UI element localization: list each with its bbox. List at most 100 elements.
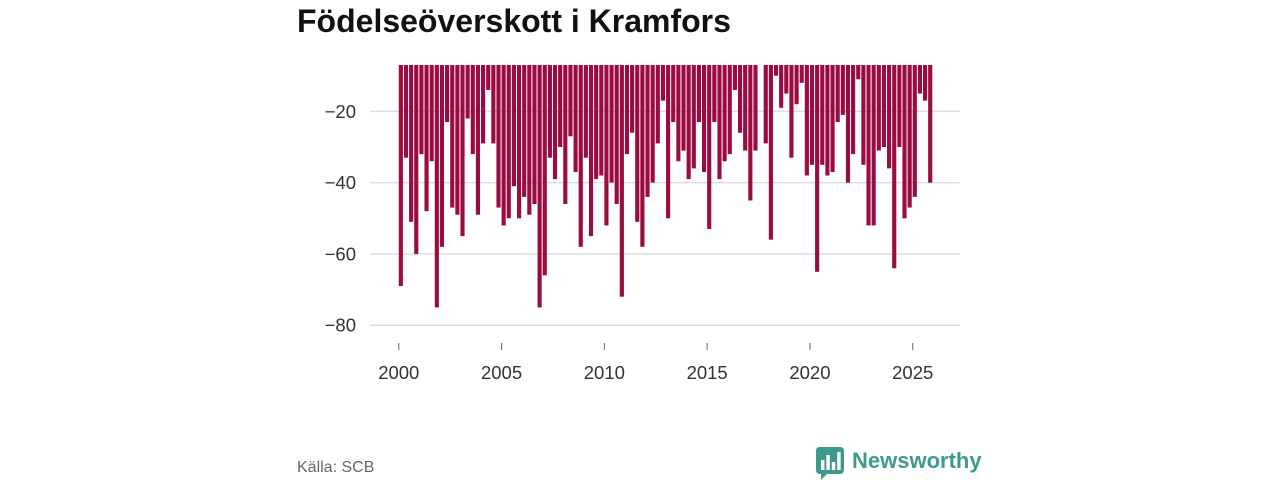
bars xyxy=(398,65,933,308)
bar xyxy=(527,65,532,215)
bar xyxy=(588,65,594,237)
bar xyxy=(398,65,403,287)
bar xyxy=(414,65,419,254)
bar xyxy=(445,65,450,123)
bar xyxy=(419,65,424,155)
bar xyxy=(491,65,496,144)
bar xyxy=(871,65,876,226)
bar xyxy=(856,65,861,80)
bar xyxy=(799,65,804,83)
bar xyxy=(928,65,933,183)
y-axis: −20 −40 −60 −80 xyxy=(325,101,356,336)
bar xyxy=(511,65,516,187)
bar xyxy=(409,65,414,222)
bar xyxy=(496,65,501,208)
bar xyxy=(892,65,897,269)
bar xyxy=(403,65,409,158)
x-tick-label: 2025 xyxy=(892,362,933,383)
bar xyxy=(866,65,871,226)
bar xyxy=(563,65,568,205)
bar xyxy=(789,65,794,158)
x-tick-label: 2010 xyxy=(584,362,625,383)
bar xyxy=(583,65,588,158)
bar xyxy=(516,65,522,219)
bar xyxy=(439,65,445,247)
newsworthy-logo-icon xyxy=(816,447,844,480)
bar xyxy=(717,65,722,180)
bar xyxy=(686,65,691,180)
bar xyxy=(779,65,784,108)
bar xyxy=(522,65,527,197)
bar xyxy=(784,65,789,94)
bar xyxy=(558,65,563,147)
bar xyxy=(830,65,835,172)
bar xyxy=(578,65,583,247)
bar xyxy=(666,65,671,219)
bar xyxy=(707,65,712,229)
bar xyxy=(722,65,727,162)
y-tick-label: −60 xyxy=(325,243,356,264)
bar xyxy=(763,65,768,144)
bar xyxy=(455,65,460,215)
bar xyxy=(861,65,866,165)
bar xyxy=(537,65,542,308)
bar xyxy=(429,65,434,162)
bar xyxy=(501,65,506,226)
bar xyxy=(820,65,825,165)
bar xyxy=(727,65,732,155)
bar xyxy=(753,65,758,151)
bar xyxy=(804,65,809,176)
bar xyxy=(737,65,743,133)
bar xyxy=(748,65,753,201)
bar xyxy=(712,65,717,123)
bar xyxy=(470,65,475,155)
bar xyxy=(619,65,624,297)
bar xyxy=(552,65,558,180)
bar xyxy=(573,65,578,172)
bar xyxy=(881,65,887,147)
newsworthy-logo[interactable]: Newsworthy xyxy=(816,447,982,480)
bar xyxy=(696,65,701,123)
bar xyxy=(887,65,892,169)
bar xyxy=(486,65,491,90)
bar xyxy=(660,65,666,101)
x-tick-label: 2020 xyxy=(789,362,830,383)
bar xyxy=(640,65,645,247)
bar xyxy=(917,65,922,94)
bar xyxy=(630,65,635,133)
x-tick-label: 2015 xyxy=(687,362,728,383)
x-tick-label: 2005 xyxy=(481,362,522,383)
bar xyxy=(594,65,599,180)
bar xyxy=(475,65,481,215)
bar xyxy=(645,65,650,197)
bar xyxy=(876,65,881,151)
bar xyxy=(743,65,748,151)
bar xyxy=(424,65,429,212)
bar xyxy=(465,65,470,119)
bar xyxy=(609,65,614,183)
bar xyxy=(845,65,851,183)
bar xyxy=(835,65,840,123)
bar xyxy=(547,65,552,158)
bar xyxy=(460,65,465,237)
bar xyxy=(851,65,856,155)
chart-title: Födelseöverskott i Kramfors xyxy=(297,3,731,39)
bar xyxy=(671,65,676,123)
bar xyxy=(450,65,455,208)
bar xyxy=(897,65,902,147)
bar xyxy=(614,65,619,205)
bar xyxy=(599,65,604,176)
x-tick-label: 2000 xyxy=(378,362,419,383)
bar xyxy=(768,65,773,240)
bar xyxy=(794,65,799,105)
newsworthy-logo-text: Newsworthy xyxy=(852,448,982,473)
bar xyxy=(481,65,486,144)
bar xyxy=(825,65,830,176)
bar xyxy=(702,65,707,172)
bar xyxy=(691,65,696,169)
bar xyxy=(681,65,686,151)
bar xyxy=(809,65,815,165)
bar xyxy=(912,65,917,197)
